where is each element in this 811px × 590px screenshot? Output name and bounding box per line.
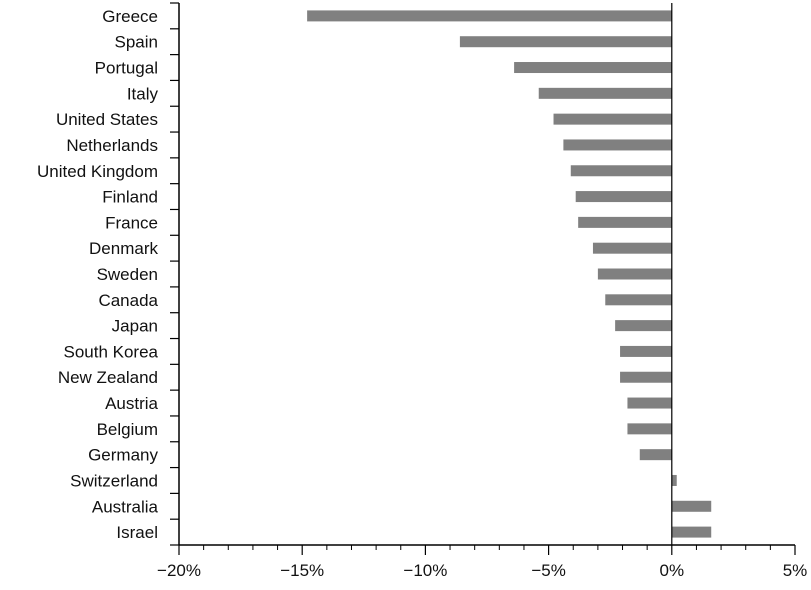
bar <box>671 526 712 538</box>
bar <box>671 474 677 486</box>
category-label: Finland <box>102 188 158 207</box>
category-label: Netherlands <box>66 136 158 155</box>
bar <box>538 87 672 99</box>
x-tick-label: 0% <box>660 561 685 580</box>
category-label: Italy <box>127 84 159 103</box>
bar <box>627 397 672 409</box>
bar <box>671 500 712 512</box>
bar <box>570 165 672 177</box>
x-tick-label: 5% <box>783 561 808 580</box>
bars-group <box>307 10 712 538</box>
x-tick-label: −10% <box>403 561 447 580</box>
category-label: Canada <box>98 291 158 310</box>
category-label: Greece <box>102 7 158 26</box>
bar <box>615 320 672 332</box>
bar <box>563 139 672 151</box>
bar <box>575 191 672 203</box>
category-label: Austria <box>105 394 158 413</box>
category-label: France <box>105 213 158 232</box>
category-label: Germany <box>88 446 158 465</box>
bar <box>627 423 672 435</box>
x-tick-label: −5% <box>531 561 566 580</box>
category-label: Belgium <box>97 420 158 439</box>
ticks-group <box>170 2 796 555</box>
category-label: United Kingdom <box>37 162 158 181</box>
axes-group <box>178 3 795 546</box>
bar <box>459 36 672 48</box>
category-label: New Zealand <box>58 368 158 387</box>
x-tick-label: −20% <box>157 561 201 580</box>
category-label: Sweden <box>97 265 158 284</box>
labels-group: Greece Spain Portugal Italy United States Net… <box>37 7 807 580</box>
bar <box>620 345 672 357</box>
category-label: Switzerland <box>70 471 158 490</box>
category-label: Australia <box>92 497 159 516</box>
x-tick-label: −15% <box>280 561 324 580</box>
bar <box>553 113 672 125</box>
bar <box>620 371 672 383</box>
bar <box>597 268 672 280</box>
category-label: Denmark <box>89 239 158 258</box>
bar <box>514 62 672 74</box>
category-label: Japan <box>112 317 158 336</box>
bar <box>639 449 672 461</box>
bar <box>307 10 672 22</box>
category-label: Israel <box>116 523 158 542</box>
category-label: South Korea <box>63 342 158 361</box>
bar <box>578 216 672 228</box>
category-label: Portugal <box>95 59 158 78</box>
bar <box>592 242 672 254</box>
bar <box>605 294 672 306</box>
category-label: United States <box>56 110 158 129</box>
category-label: Spain <box>115 33 158 52</box>
